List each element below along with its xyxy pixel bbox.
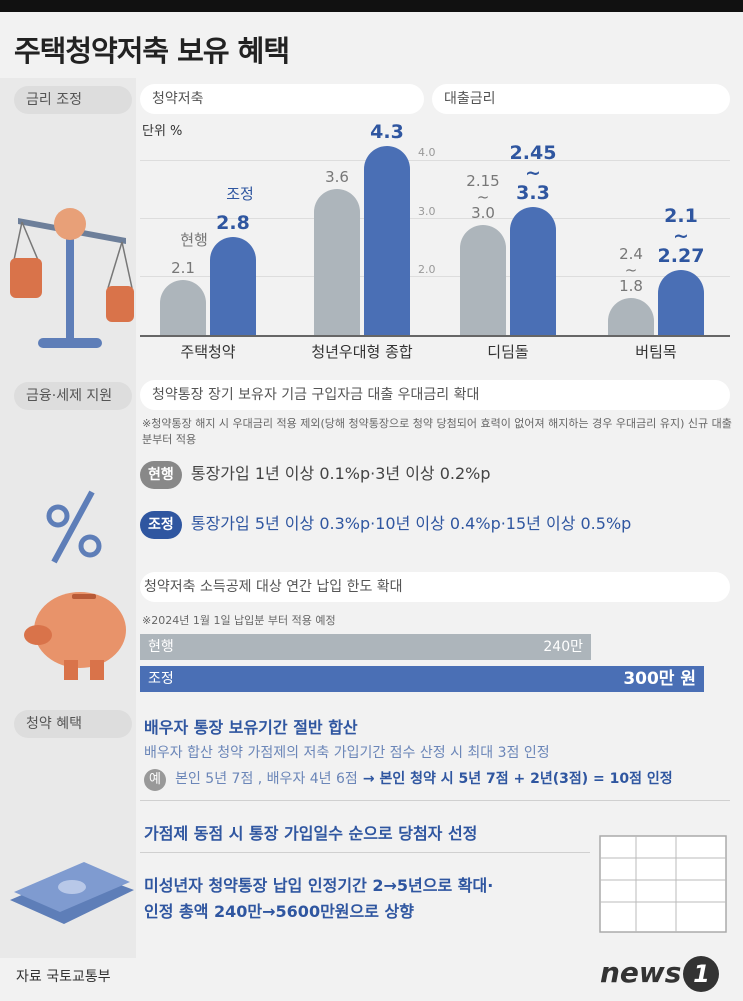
limit-note: ※2024년 1월 1일 납입분 부터 적용 예정: [142, 614, 336, 627]
document-icon: [599, 835, 727, 933]
axis-tick-1: 3.0: [418, 205, 436, 218]
benefit3-line2: 인정 총액 240만→5600만원으로 상향: [144, 902, 414, 921]
bar-current-3: [608, 298, 654, 335]
percent-icon: [46, 490, 102, 564]
category-label-1: 청년우대형 종합: [311, 343, 413, 361]
bar-current-0: [160, 280, 206, 335]
label-adjusted-0: 2.8: [216, 212, 250, 235]
page-title: 주택청약저축 보유 혜택: [14, 34, 290, 68]
source-credit: 자료 국토교통부: [16, 969, 111, 985]
example-badge: 예: [144, 769, 166, 791]
logo-text: news: [600, 956, 682, 989]
limit-current-label: 현행: [148, 639, 174, 655]
cash-icon: [10, 862, 134, 924]
news1-logo: news 1: [600, 955, 720, 992]
benefit1-example: 예 본인 5년 7점 , 배우자 4년 6점 → 본인 청약 시 5년 7점 +…: [144, 768, 734, 791]
scale-icon: [10, 208, 134, 348]
limit-header: 청약저축 소득공제 대상 연간 납입 한도 확대: [140, 572, 730, 602]
bar-adjusted-1: [364, 146, 410, 335]
category-label-2: 디딤돌: [487, 343, 529, 361]
top-bar: [0, 0, 743, 12]
section-label-finance: 금융·세제 지원: [14, 382, 132, 410]
series-label-adjusted: 조정: [226, 185, 254, 203]
axis-tick-2: 2.0: [418, 263, 436, 276]
gridline-4: [140, 160, 730, 161]
label-current-1: 3.6: [325, 167, 349, 186]
benefit1-sub: 배우자 합산 청약 가점제의 저축 가입기간 점수 산정 시 최대 3점 인정: [144, 745, 550, 761]
bar-current-2: [460, 225, 506, 335]
label-adjusted-1: 4.3: [370, 121, 404, 143]
form-illustration: [599, 835, 727, 933]
benefit1-title: 배우자 통장 보유기간 절반 합산: [144, 718, 358, 737]
example-text-1: 본인 5년 7점 , 배우자 4년 6점: [175, 771, 358, 787]
axis-tick-0: 4.0: [418, 146, 436, 159]
label-adjusted-3: 2.1 ~2.27: [657, 204, 705, 267]
unit-label: 단위 %: [142, 124, 183, 139]
loan-header: 대출금리: [432, 84, 730, 114]
x-axis: [140, 335, 730, 337]
label-current-3: 2.4 ~1.8: [619, 245, 643, 296]
limit-bar-new: 조정 300만 원: [140, 666, 704, 692]
limit-current-value: 240만: [543, 639, 583, 655]
section-label-rate: 금리 조정: [14, 86, 132, 114]
scale-illustration: [10, 208, 134, 348]
savings-header: 청약저축: [140, 84, 424, 114]
category-label-3: 버팀목: [635, 343, 677, 361]
current-text: 통장가입 1년 이상 0.1%p·3년 이상 0.2%p: [190, 464, 491, 483]
finance-note: ※청약통장 해지 시 우대금리 적용 제외(당해 청약통장으로 청약 당첨되어 …: [142, 417, 732, 446]
logo-mark: 1: [683, 956, 720, 992]
bar-current-1: [314, 188, 360, 335]
savings-illustration: [24, 490, 126, 680]
series-label-current: 현행: [180, 231, 208, 249]
piggy-bank-icon: [24, 592, 126, 680]
section-label-benefit: 청약 혜택: [14, 710, 132, 738]
divider-2: [140, 852, 590, 853]
new-row: 조정 통장가입 5년 이상 0.3%p·10년 이상 0.4%p·15년 이상 …: [140, 510, 730, 539]
current-tag: 현행: [140, 461, 182, 489]
label-adjusted-2: 2.45 ~3.3: [509, 141, 557, 204]
current-row: 현행 통장가입 1년 이상 0.1%p·3년 이상 0.2%p: [140, 460, 730, 489]
bar-adjusted-0: [210, 237, 256, 335]
limit-new-label: 조정: [148, 671, 174, 687]
label-current-0: 2.1: [171, 259, 195, 278]
money-illustration: [10, 862, 134, 924]
divider-1: [140, 800, 730, 801]
bar-adjusted-2: [510, 206, 556, 335]
benefit3-line1: 미성년자 청약통장 납입 인정기간 2→5년으로 확대·: [144, 876, 494, 895]
benefit2-title: 가점제 동점 시 통장 가입일수 순으로 당첨자 선정: [144, 824, 478, 843]
gridline-3: [140, 218, 730, 219]
label-current-2: 2.15 ~3.0: [466, 172, 500, 223]
new-text: 통장가입 5년 이상 0.3%p·10년 이상 0.4%p·15년 이상 0.5…: [190, 514, 632, 533]
category-label-0: 주택청약: [180, 343, 236, 361]
bar-adjusted-3: [658, 269, 704, 335]
new-tag: 조정: [140, 511, 182, 539]
finance-header: 청약통장 장기 보유자 기금 구입자금 대출 우대금리 확대: [140, 380, 730, 410]
example-text-2: → 본인 청약 시 5년 7점 + 2년(3점) = 10점 인정: [362, 771, 673, 787]
limit-bar-current: 현행 240만: [140, 634, 591, 660]
limit-new-value: 300만 원: [623, 669, 696, 689]
gridline-2: [140, 276, 730, 277]
